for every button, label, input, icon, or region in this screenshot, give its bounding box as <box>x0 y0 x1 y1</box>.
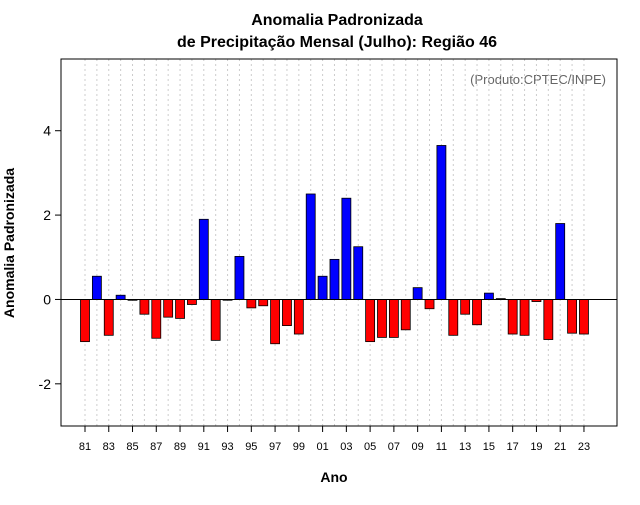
y-tick-label: 4 <box>43 123 51 139</box>
credit-annotation: (Produto:CPTEC/INPE) <box>470 72 606 87</box>
bar-2017 <box>507 299 518 335</box>
bar-2005 <box>365 299 376 343</box>
x-tick-label: 17 <box>507 441 519 453</box>
bar-1997 <box>270 299 280 345</box>
bar-2013 <box>460 299 471 315</box>
x-tick-label: 81 <box>79 441 91 453</box>
x-tick-label: 87 <box>150 441 162 453</box>
bar-2003 <box>341 197 352 300</box>
x-axis-label: Ano <box>320 469 347 485</box>
plot-frame <box>60 58 618 427</box>
bar-1987 <box>151 299 162 339</box>
bar-2023 <box>579 299 589 335</box>
x-tick-label: 03 <box>340 441 352 453</box>
bar-2011 <box>436 145 447 300</box>
bar-1996 <box>258 299 269 307</box>
bar-1990 <box>187 299 197 305</box>
bar-2022 <box>567 299 577 334</box>
y-axis-label: Anomalia Padronizada <box>1 168 17 318</box>
bar-2020 <box>543 299 554 340</box>
bar-2007 <box>388 299 399 338</box>
bar-1986 <box>139 299 150 315</box>
bar-2006 <box>377 299 387 338</box>
bar-2008 <box>400 299 411 331</box>
bar-2014 <box>472 299 482 326</box>
chart-subtitle: de Precipitação Mensal (Julho): Região 4… <box>177 34 497 51</box>
x-tick-label: 83 <box>103 441 115 453</box>
x-tick-label: 07 <box>388 441 400 453</box>
bar-2009 <box>412 287 423 300</box>
x-tick-label: 13 <box>459 441 471 453</box>
bar-2004 <box>353 246 364 300</box>
x-tick-label: 99 <box>293 441 305 453</box>
bar-2002 <box>329 258 340 300</box>
bar-1999 <box>293 299 304 335</box>
x-tick-label: 91 <box>198 441 210 453</box>
axes-layer: -2 0 2 4 81 83 85 87 89 91 93 95 97 99 01 03 05 07 09 11 13 1… <box>39 58 618 453</box>
bar-2015 <box>484 292 494 300</box>
x-tick-label: 01 <box>316 441 328 453</box>
x-tick-label: 93 <box>221 441 233 453</box>
x-tick-label: 11 <box>436 441 447 453</box>
y-tick-label: 0 <box>43 291 51 307</box>
bar-1983 <box>103 299 114 336</box>
x-tick-label: 09 <box>412 441 424 453</box>
bar-1981 <box>80 299 90 343</box>
bar-2012 <box>448 299 459 336</box>
x-tick-label: 89 <box>174 441 186 453</box>
bar-1984 <box>115 294 126 300</box>
x-tick-label: 05 <box>364 441 376 453</box>
y-tick-label: -2 <box>39 376 52 392</box>
bar-2018 <box>519 299 530 336</box>
x-tick-label: 21 <box>554 441 566 453</box>
bar-1992 <box>210 299 221 341</box>
bars-layer <box>80 145 589 345</box>
bar-2021 <box>555 223 566 300</box>
y-tick-label: 2 <box>43 207 51 223</box>
bar-1995 <box>246 299 257 309</box>
chart-title: Anomalia Padronizada <box>251 12 423 29</box>
x-tick-label: 85 <box>126 441 138 453</box>
bar-1988 <box>163 299 174 318</box>
bar-2001 <box>317 275 328 300</box>
bar-2000 <box>305 193 316 300</box>
bar-1998 <box>282 299 292 327</box>
bar-1991 <box>198 218 209 300</box>
x-tick-label: 19 <box>530 441 542 453</box>
x-tick-label: 97 <box>269 441 281 453</box>
x-tick-label: 95 <box>245 441 257 453</box>
bar-1994 <box>234 256 245 300</box>
x-tick-label: 15 <box>483 441 495 453</box>
bar-2010 <box>424 299 435 310</box>
bar-1989 <box>175 299 185 319</box>
bar-1982 <box>91 275 102 300</box>
x-tick-label: 23 <box>578 441 590 453</box>
grid-layer <box>84 59 585 426</box>
